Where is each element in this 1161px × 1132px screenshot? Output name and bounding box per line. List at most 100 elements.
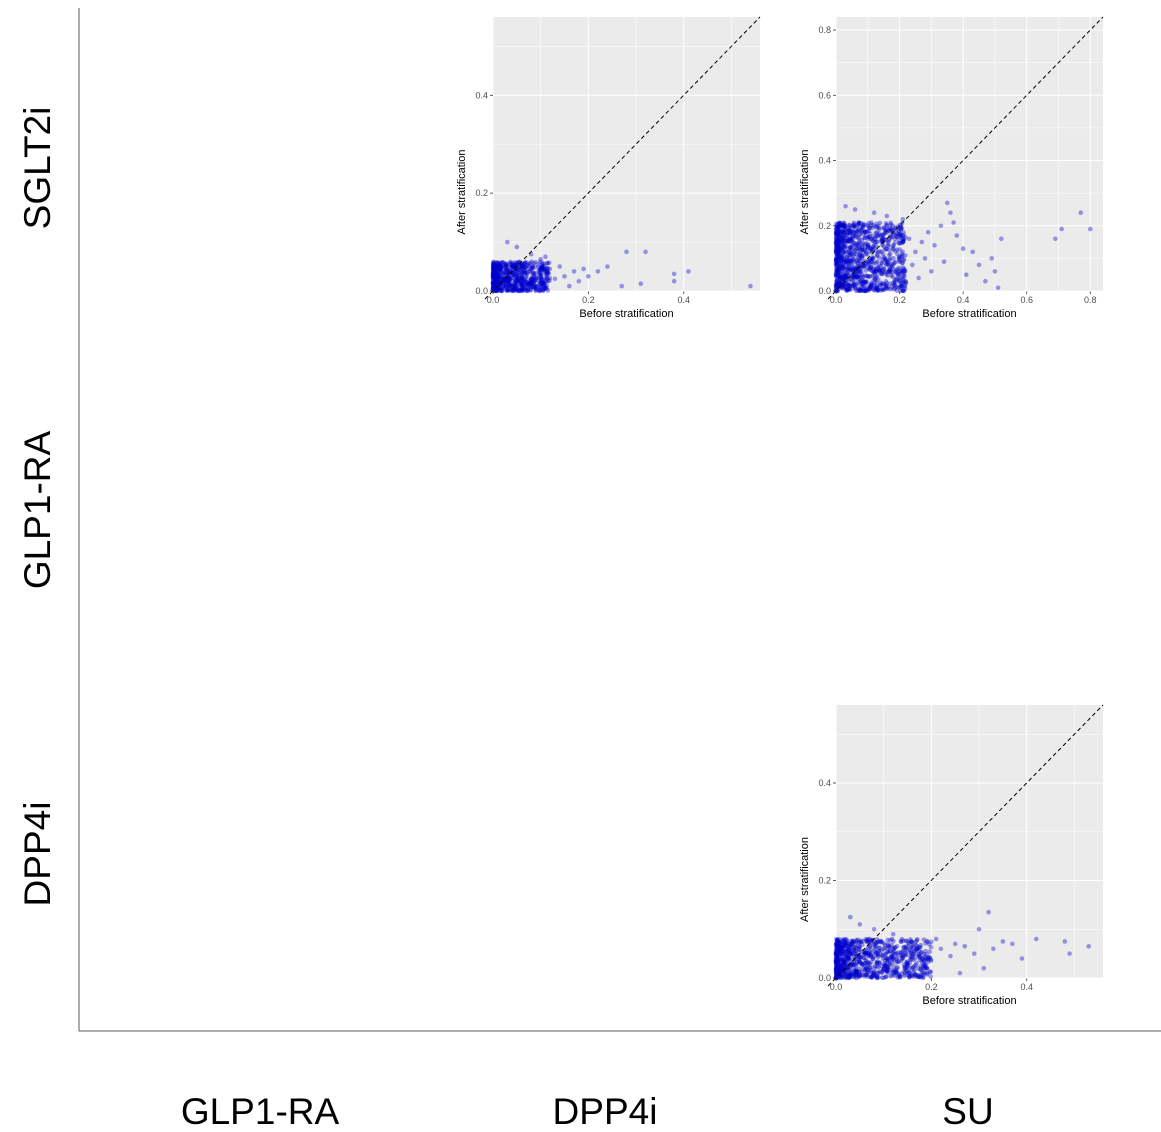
data-point: [835, 975, 841, 981]
data-point: [846, 266, 851, 271]
data-point: [890, 969, 896, 974]
data-point: [894, 944, 900, 949]
data-point: [893, 276, 899, 282]
data-point: [852, 230, 857, 235]
data-point: [853, 267, 859, 272]
data-point: [842, 960, 848, 965]
data-point: [891, 964, 897, 969]
data-point: [857, 273, 862, 278]
data-point: [885, 945, 890, 951]
data-point: [538, 268, 544, 273]
data-point: [908, 950, 914, 956]
data-point: [869, 265, 874, 271]
data-point: [909, 939, 914, 945]
data-point: [845, 947, 851, 953]
data-point: [881, 225, 887, 231]
data-point: [852, 240, 857, 246]
data-point: [528, 285, 534, 291]
data-point: [843, 275, 848, 280]
data-point: [874, 975, 880, 980]
data-point: [861, 263, 867, 269]
data-point: [847, 230, 852, 236]
data-point: [900, 237, 906, 242]
data-point: [900, 953, 906, 958]
data-point: [843, 971, 848, 977]
data-point: [842, 943, 847, 948]
data-point: [870, 956, 876, 961]
data-point: [530, 277, 536, 282]
data-point: [842, 937, 848, 943]
data-point: [837, 220, 843, 226]
data-point: [901, 269, 907, 275]
data-point: [493, 270, 499, 275]
data-point: [841, 974, 847, 980]
data-point: [924, 972, 930, 977]
data-point: [835, 965, 840, 971]
data-point: [884, 280, 890, 286]
data-point: [862, 288, 868, 293]
data-point: [837, 940, 843, 946]
data-point: [909, 939, 915, 945]
data-point: [877, 945, 882, 951]
data-point: [852, 969, 858, 974]
data-point: [859, 224, 864, 230]
data-point: [501, 276, 506, 282]
data-point: [883, 283, 889, 288]
y-tick-label: 0.8: [818, 25, 831, 35]
data-point: [504, 263, 510, 269]
data-point: [925, 955, 931, 960]
data-point: [862, 950, 868, 956]
data-point: [887, 268, 893, 274]
data-point: [929, 269, 934, 274]
data-point: [882, 945, 887, 951]
data-point: [872, 276, 878, 282]
data-point: [833, 973, 839, 979]
data-point: [511, 284, 516, 290]
data-point: [513, 280, 518, 285]
data-point: [843, 273, 849, 279]
data-point: [837, 252, 842, 257]
data-point: [514, 260, 519, 266]
data-point: [495, 264, 501, 270]
data-point: [911, 969, 917, 975]
data-point: [838, 278, 844, 284]
data-point: [862, 241, 867, 247]
data-point: [496, 272, 502, 278]
data-point: [871, 277, 877, 283]
data-point: [539, 277, 545, 282]
data-point: [543, 267, 548, 273]
data-point: [530, 284, 535, 289]
data-point: [840, 250, 846, 256]
data-point: [885, 261, 891, 267]
data-point: [498, 266, 503, 272]
data-point: [491, 285, 497, 291]
data-point: [835, 960, 841, 965]
data-point: [875, 287, 881, 292]
data-point: [878, 952, 883, 958]
data-point: [841, 229, 847, 234]
data-point: [838, 966, 844, 971]
data-point: [840, 262, 846, 268]
data-point: [833, 284, 839, 290]
data-point: [1059, 226, 1064, 232]
data-point: [506, 279, 511, 285]
data-point: [492, 273, 498, 278]
data-point: [515, 278, 521, 284]
data-point: [841, 949, 847, 955]
data-point: [497, 287, 502, 292]
data-point: [544, 275, 549, 280]
data-point: [846, 967, 851, 972]
data-point: [918, 942, 924, 948]
data-point: [845, 955, 850, 960]
data-point: [842, 272, 847, 278]
data-point: [976, 262, 982, 268]
data-point: [907, 960, 913, 966]
data-point: [494, 274, 500, 280]
data-point: [892, 236, 898, 241]
data-point: [834, 257, 839, 262]
data-point: [839, 946, 845, 952]
data-point: [898, 226, 904, 232]
data-point: [850, 268, 856, 273]
data-point: [887, 257, 893, 263]
x-tick-label: 0.2: [582, 295, 595, 305]
